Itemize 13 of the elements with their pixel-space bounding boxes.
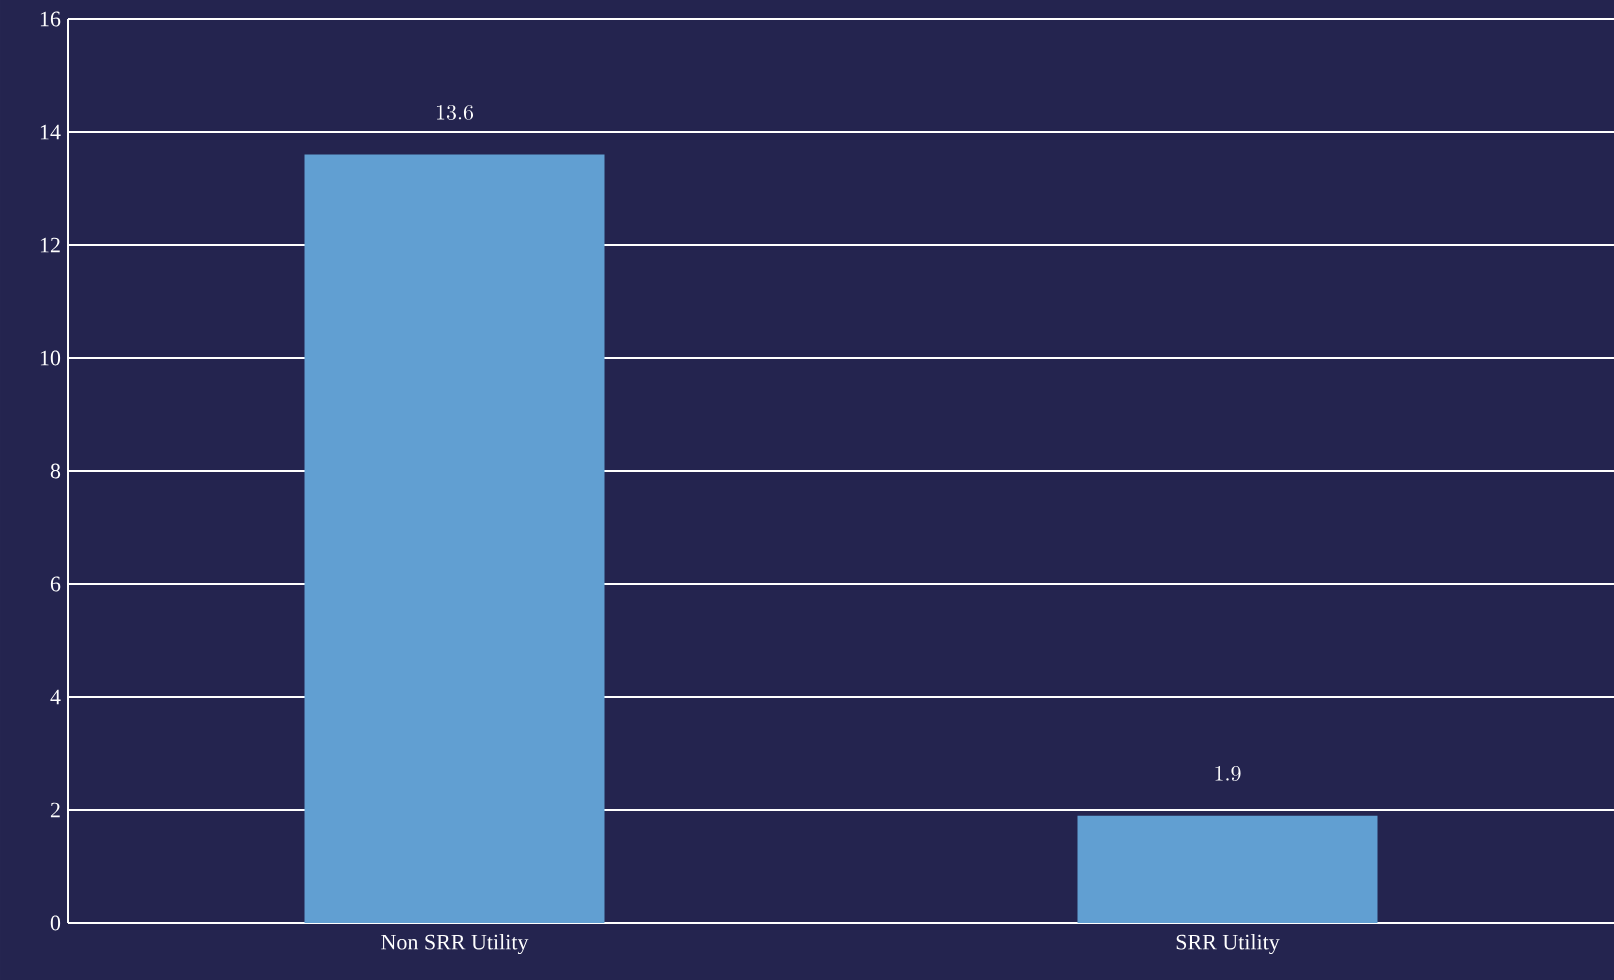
data-label: 13.6 — [436, 104, 474, 120]
y-tick-label: 0 — [50, 915, 61, 931]
data-label: 1 .9 — [1215, 765, 1241, 782]
y-tick-label: 10 — [40, 350, 61, 366]
y-tick-label: 4 — [50, 689, 61, 705]
y-tick-label: 12 — [40, 237, 60, 253]
y-tick-label: 2 — [50, 802, 60, 818]
x-tick-label: SRR Utility — [1176, 934, 1280, 955]
y-tick-label: 8 — [50, 463, 61, 479]
y-tick-label: 14 — [40, 124, 61, 140]
y-tick-label: 6 — [50, 576, 61, 592]
y-tick-label: 16 — [40, 11, 61, 27]
x-tick-label: Non SRR Utility — [381, 934, 529, 955]
